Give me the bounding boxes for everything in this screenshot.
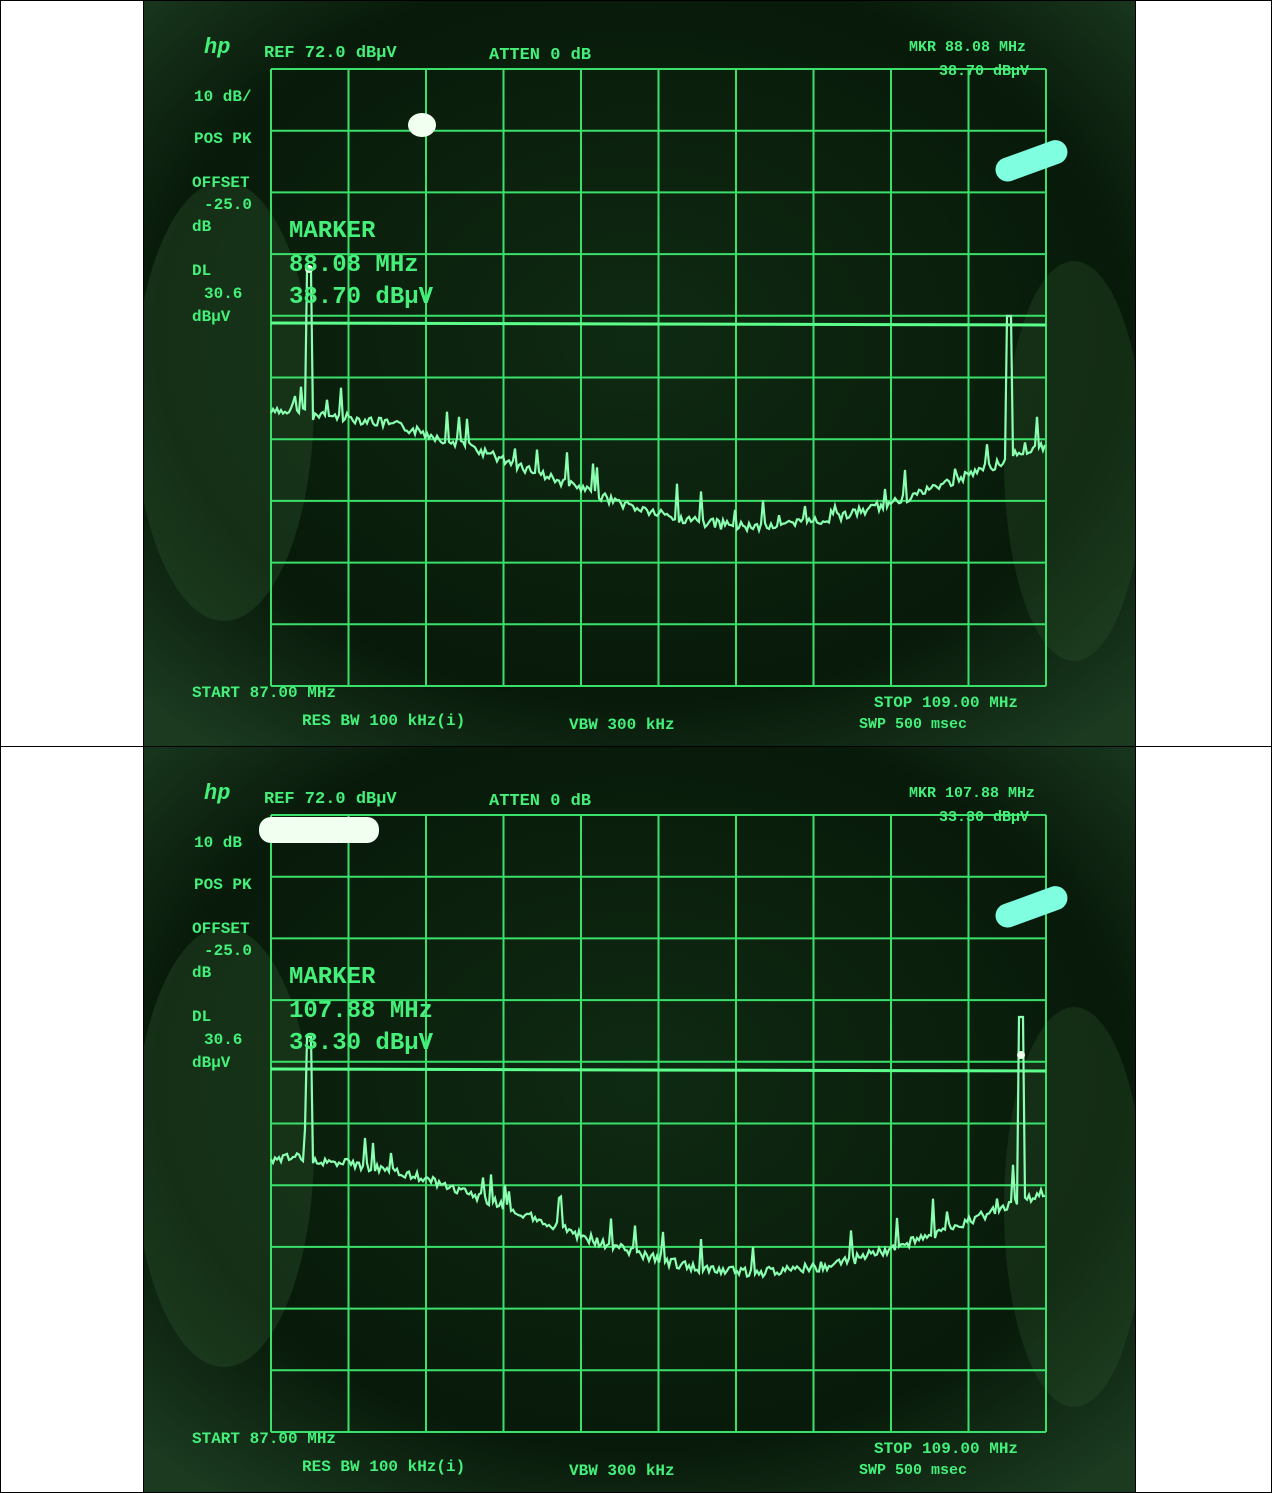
- table-cell: hp REF 72.0 dBµV ATTEN 0 dB MKR 107.88 MHz 3…: [143, 746, 1136, 1493]
- side-label: dBµV: [192, 308, 231, 326]
- glare: [408, 113, 436, 137]
- display-line: [271, 323, 1046, 325]
- marker-amplitude: 38.70 dBµV: [289, 284, 434, 311]
- spectrum-photo: hp REF 72.0 dBµV ATTEN 0 dB MKR 88.08 MHz 38…: [144, 1, 1135, 746]
- video-bandwidth: VBW 300 kHz: [569, 1462, 675, 1480]
- side-label: -25.0: [204, 942, 252, 960]
- side-label: DL: [192, 1008, 211, 1026]
- marker-title: MARKER: [289, 964, 376, 991]
- table-cell: [1135, 746, 1272, 1493]
- side-label: 30.6: [204, 1031, 242, 1049]
- side-label: POS PK: [194, 130, 252, 148]
- sweep-time: SWP 500 msec: [859, 716, 967, 733]
- side-label: POS PK: [194, 876, 252, 894]
- marker-title: MARKER: [289, 218, 376, 245]
- video-bandwidth: VBW 300 kHz: [569, 716, 675, 734]
- table-cell: [0, 746, 144, 1493]
- side-label: -25.0: [204, 196, 252, 214]
- page: hp REF 72.0 dBµV ATTEN 0 dB MKR 88.08 MHz 38…: [0, 0, 1272, 1493]
- marker-level: 33.30 dBµV: [939, 809, 1029, 826]
- marker-amplitude: 33.30 dBµV: [289, 1030, 434, 1057]
- side-label: 10 dB/: [194, 88, 252, 106]
- resolution-bandwidth: RES BW 100 kHz(i): [302, 1458, 465, 1476]
- attenuation: ATTEN 0 dB: [489, 46, 591, 65]
- side-label: OFFSET: [192, 920, 250, 938]
- start-frequency: START 87.00 MHz: [192, 1430, 336, 1448]
- glare: [259, 817, 379, 843]
- side-label: 30.6: [204, 285, 242, 303]
- side-label: dB: [192, 218, 212, 236]
- side-label: OFFSET: [192, 174, 250, 192]
- table-cell: hp REF 72.0 dBµV ATTEN 0 dB MKR 88.08 MHz 38…: [143, 0, 1136, 747]
- side-label: dBµV: [192, 1054, 231, 1072]
- ref-level: REF 72.0 dBµV: [264, 790, 397, 809]
- marker-frequency: 88.08 MHz: [289, 252, 419, 279]
- table-cell: [1135, 0, 1272, 747]
- start-frequency: START 87.00 MHz: [192, 684, 336, 702]
- side-label: DL: [192, 262, 211, 280]
- marker-dot: [1017, 1051, 1025, 1059]
- ref-level: REF 72.0 dBµV: [264, 44, 397, 63]
- side-label: dB: [192, 964, 212, 982]
- table-cell: [0, 0, 144, 747]
- stop-frequency: STOP 109.00 MHz: [874, 694, 1018, 712]
- marker-level: 38.70 dBµV: [939, 63, 1029, 80]
- logo: hp: [204, 781, 230, 806]
- side-label: 10 dB: [194, 834, 242, 852]
- attenuation: ATTEN 0 dB: [489, 792, 591, 811]
- marker-readout: MKR 88.08 MHz: [909, 39, 1026, 56]
- marker-readout: MKR 107.88 MHz: [909, 785, 1035, 802]
- resolution-bandwidth: RES BW 100 kHz(i): [302, 712, 465, 730]
- stop-frequency: STOP 109.00 MHz: [874, 1440, 1018, 1458]
- sweep-time: SWP 500 msec: [859, 1462, 967, 1479]
- logo: hp: [204, 35, 230, 60]
- marker-frequency: 107.88 MHz: [289, 998, 433, 1025]
- spectrum-photo: hp REF 72.0 dBµV ATTEN 0 dB MKR 107.88 MHz 3…: [144, 747, 1135, 1492]
- display-line: [271, 1069, 1046, 1071]
